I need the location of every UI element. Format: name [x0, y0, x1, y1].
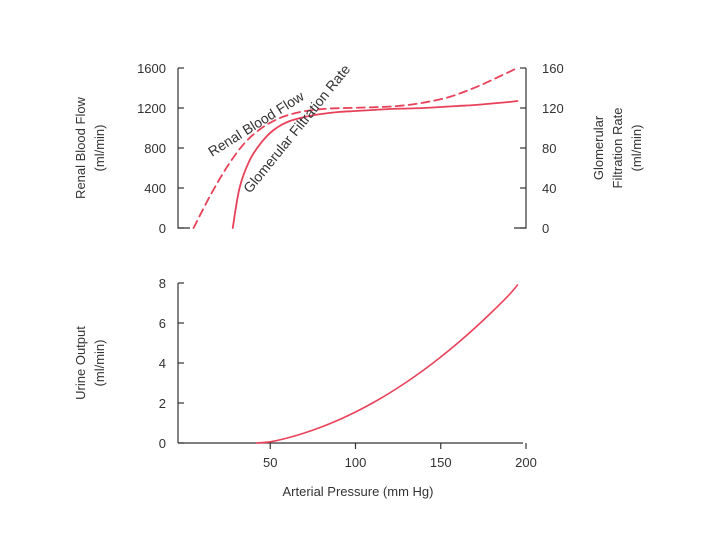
bottom-series-group: [255, 284, 519, 444]
bottom-left-tick-label: 0: [159, 436, 166, 451]
top-right-tick-label: 120: [542, 101, 564, 116]
top-right-tick-label: 160: [542, 61, 564, 76]
bottom-left-tick-label: 2: [159, 396, 166, 411]
top-right-tick-label: 40: [542, 181, 556, 196]
bottom-left-tick-label: 6: [159, 316, 166, 331]
top-left-tick-group: 0 400 800 1200 1600: [137, 61, 184, 236]
top-right-ylabel-2: Filtration Rate: [610, 108, 625, 189]
top-left-tick-label: 800: [144, 141, 166, 156]
x-tick-label: 50: [263, 455, 277, 470]
urine-output-line: [255, 284, 519, 444]
top-right-ylabel: Glomerular: [591, 115, 606, 180]
bottom-left-tick-group: 0 2 4 6 8: [159, 276, 184, 451]
bottom-x-tick-group: 50 100 150 200: [263, 443, 537, 470]
top-left-ylabel-unit: (ml/min): [92, 125, 107, 172]
bottom-ylabel: Urine Output: [73, 326, 88, 400]
bottom-ylabel-unit: (ml/min): [92, 340, 107, 387]
bottom-left-tick-label: 8: [159, 276, 166, 291]
top-left-ylabel: Renal Blood Flow: [73, 96, 88, 198]
top-right-ylabel-unit: (ml/min): [629, 125, 644, 172]
bottom-left-tick-label: 4: [159, 356, 166, 371]
top-panel: 0 400 800 1200 1600 0 40 80 120 160 Renal Blood …: [73, 61, 644, 236]
top-right-tick-group: 0 40 80 120 160: [520, 61, 564, 236]
renal-blood-flow-line: [192, 67, 519, 229]
x-tick-label: 200: [515, 455, 537, 470]
top-right-tick-label: 0: [542, 221, 549, 236]
top-series-group: [192, 67, 519, 229]
x-tick-label: 100: [345, 455, 367, 470]
gfr-line: [231, 100, 519, 229]
x-tick-label: 150: [430, 455, 452, 470]
top-right-tick-label: 80: [542, 141, 556, 156]
top-left-tick-label: 1600: [137, 61, 166, 76]
top-left-tick-label: 1200: [137, 101, 166, 116]
bottom-xlabel: Arterial Pressure (mm Hg): [283, 484, 434, 499]
top-left-tick-label: 0: [159, 221, 166, 236]
top-left-tick-label: 400: [144, 181, 166, 196]
